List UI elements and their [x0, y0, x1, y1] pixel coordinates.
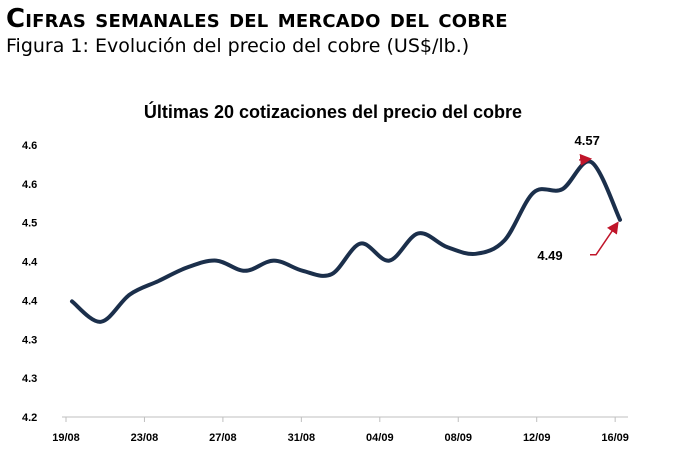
- y-tick-label: 4.4: [22, 257, 38, 269]
- page-header: Cifras semanales del mercado del cobre F…: [6, 4, 508, 58]
- y-tick-label: 4.3: [22, 373, 37, 385]
- price-series-line: [70, 159, 622, 324]
- annotation-arrow: [579, 153, 593, 166]
- x-axis: 19/08 23/08 27/08 31/08 04/09 08/09 12/09 16/09: [52, 417, 629, 444]
- x-tick-label: 27/08: [209, 432, 237, 444]
- annotation-label: 4.57: [575, 133, 600, 148]
- section-title: Cifras semanales del mercado del cobre: [6, 4, 508, 34]
- y-tick-label: 4.5: [22, 218, 37, 230]
- y-tick-label: 4.3: [22, 334, 37, 346]
- annotation-arrow: [590, 221, 619, 256]
- y-tick-label: 4.2: [22, 412, 37, 424]
- x-tick-label: 19/08: [52, 432, 80, 444]
- chart-title: Últimas 20 cotizaciones del precio del c…: [144, 101, 522, 122]
- y-tick-label: 4.6: [22, 179, 37, 191]
- x-tick-label: 23/08: [131, 432, 159, 444]
- figure-caption: Figura 1: Evolución del precio del cobre…: [6, 35, 470, 57]
- x-tick-label: 12/09: [523, 432, 551, 444]
- annotations: 4.57 4.49: [537, 133, 619, 263]
- x-tick-label: 16/09: [601, 432, 629, 444]
- x-tick-label: 08/09: [444, 432, 472, 444]
- y-tick-label: 4.6: [22, 140, 37, 152]
- x-tick-label: 31/08: [288, 432, 316, 444]
- y-axis: 4.2 4.3 4.3 4.4 4.4 4.5 4.6 4.6: [22, 140, 38, 424]
- annotation-label: 4.49: [537, 248, 562, 263]
- y-tick-label: 4.4: [22, 295, 38, 307]
- x-tick-label: 04/09: [366, 432, 394, 444]
